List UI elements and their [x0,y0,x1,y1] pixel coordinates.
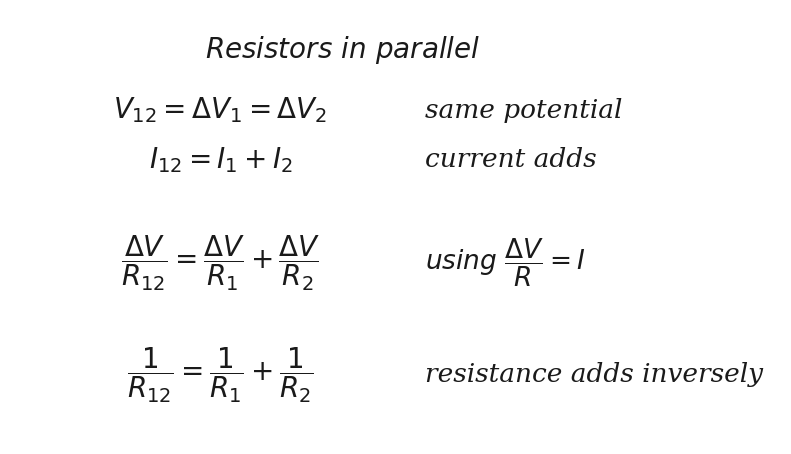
Text: $I_{12} = I_1 + I_2$: $I_{12} = I_1 + I_2$ [149,145,293,175]
Text: current adds: current adds [425,147,596,172]
Text: $\dfrac{1}{R_{12}} = \dfrac{1}{R_1} + \dfrac{1}{R_2}$: $\dfrac{1}{R_{12}} = \dfrac{1}{R_1} + \d… [127,345,314,405]
Text: $\mathit{Resistors\ in\ parallel}$: $\mathit{Resistors\ in\ parallel}$ [206,34,481,66]
Text: $\it{using}\ \dfrac{\Delta V}{R} = I$: $\it{using}\ \dfrac{\Delta V}{R} = I$ [425,237,585,289]
Text: $V_{12} = \Delta V_1 = \Delta V_2$: $V_{12} = \Delta V_1 = \Delta V_2$ [113,95,327,125]
Text: $\dfrac{\Delta V}{R_{12}} = \dfrac{\Delta V}{R_1} + \dfrac{\Delta V}{R_2}$: $\dfrac{\Delta V}{R_{12}} = \dfrac{\Delt… [121,233,320,293]
Text: same potential: same potential [425,98,622,123]
Text: resistance adds inversely: resistance adds inversely [425,362,763,387]
